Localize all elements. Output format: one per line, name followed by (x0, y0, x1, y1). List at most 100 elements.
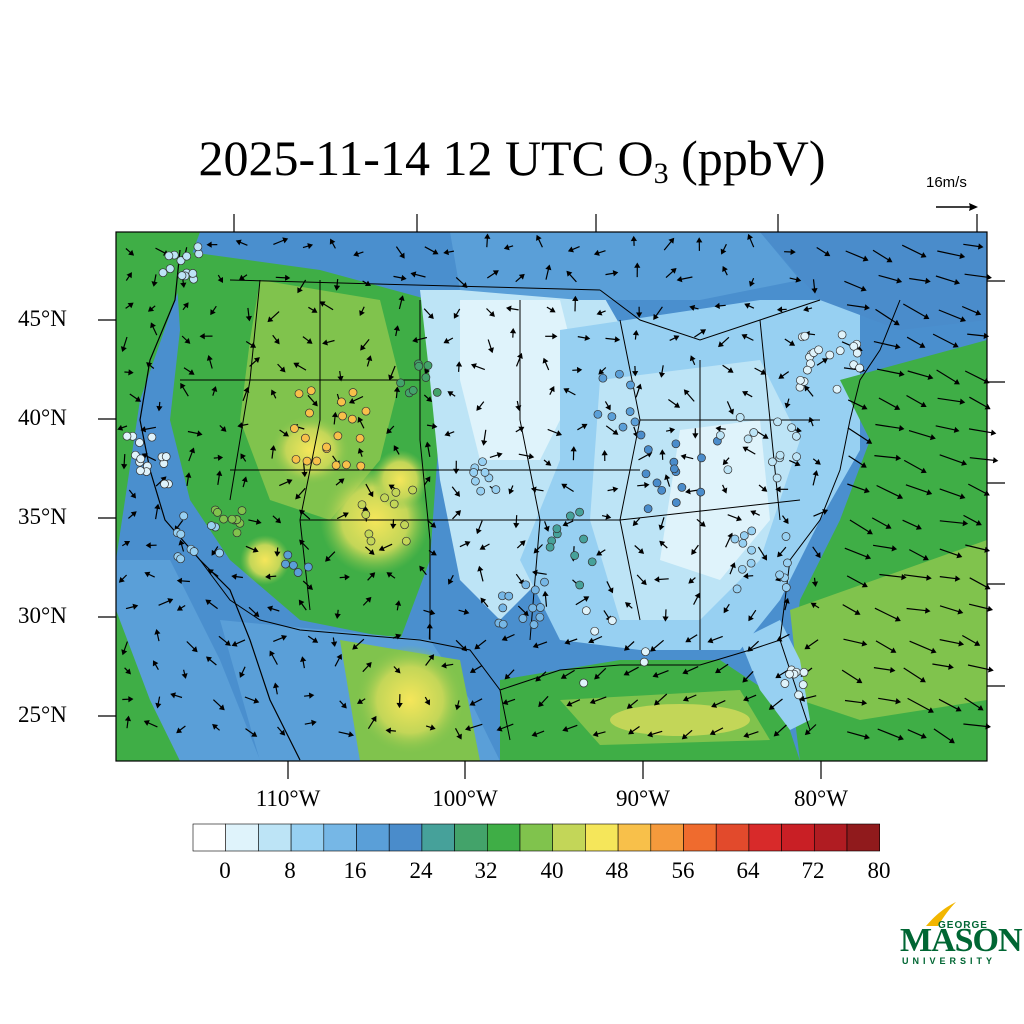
station-marker (389, 499, 399, 509)
station-marker (476, 486, 486, 496)
wind-arrow (844, 280, 864, 290)
wind-arrow (694, 331, 703, 338)
wind-arrow-head (776, 635, 783, 642)
wind-arrow-head (474, 643, 481, 650)
wind-arrow (747, 731, 759, 736)
wind-arrow-head (530, 486, 537, 493)
wind-arrow-head (654, 699, 661, 706)
wind-arrow-head (959, 316, 966, 322)
wind-arrow-head (532, 569, 538, 576)
wind-arrow (633, 426, 637, 434)
wind-arrow (455, 639, 465, 649)
station-marker (529, 620, 539, 629)
wind-arrow (500, 723, 514, 730)
wind-arrow-head (625, 602, 632, 608)
wind-arrow-head (650, 645, 657, 652)
wind-arrow (722, 364, 731, 371)
wind-arrow (235, 575, 243, 579)
wind-arrow (720, 336, 730, 345)
wind-arrow (909, 640, 934, 652)
wind-arrow (813, 511, 825, 517)
wind-arrow (968, 603, 990, 610)
wind-arrow (686, 694, 697, 700)
reference-vector-label: 16m/s (926, 174, 967, 191)
wind-arrow-head (659, 540, 666, 547)
wind-arrow-head (489, 311, 495, 317)
wind-arrow-head (390, 523, 397, 530)
wind-arrow-head (503, 244, 510, 251)
station-marker (570, 551, 580, 560)
wind-arrow-head (393, 325, 400, 331)
wind-arrow (848, 455, 864, 466)
wind-arrow-head (341, 702, 347, 709)
wind-arrow (725, 603, 730, 610)
station-marker (480, 468, 490, 477)
wind-arrow-head (496, 452, 503, 458)
wind-arrow-head (720, 248, 727, 255)
station-marker (800, 331, 810, 341)
wind-arrow (665, 270, 674, 279)
wind-arrow (722, 243, 727, 252)
wind-arrow-head (535, 234, 542, 241)
wind-arrow-head (953, 378, 960, 385)
wind-arrow (472, 698, 483, 705)
wind-arrow-head (977, 243, 984, 250)
wind-arrow-head (542, 590, 549, 597)
wind-arrow-head (334, 613, 341, 619)
station-marker (794, 690, 803, 700)
wind-arrow-head (176, 577, 183, 585)
wind-arrow-head (614, 336, 621, 343)
wind-arrow (452, 512, 459, 520)
station-marker (504, 591, 514, 601)
wind-arrow (210, 571, 219, 577)
wind-arrow (272, 515, 279, 521)
wind-arrow-head (747, 233, 753, 240)
wind-arrow (505, 633, 515, 640)
wind-arrow (565, 520, 574, 525)
wind-arrow (718, 304, 726, 307)
wind-arrow-head (205, 599, 212, 606)
wind-arrow-head (293, 362, 300, 369)
wind-arrow (969, 457, 995, 461)
wind-arrow-head (385, 727, 391, 734)
map-title: 2025-11-14 12 UTC O3 (ppbV) (0, 128, 1024, 204)
wind-arrow-head (584, 334, 591, 341)
station-marker (219, 514, 228, 524)
wind-arrow (696, 518, 703, 525)
wind-arrow-head (804, 385, 810, 392)
wind-arrow-head (691, 548, 697, 555)
colorbar-swatch (683, 823, 717, 852)
wind-arrow (389, 574, 396, 579)
wind-arrow (449, 574, 454, 582)
station-marker (342, 460, 351, 470)
wind-arrow (842, 604, 858, 614)
wind-arrow-head (893, 319, 900, 326)
wind-arrow-head (959, 398, 966, 405)
wind-arrow-head (861, 404, 868, 410)
wind-arrow (846, 575, 865, 586)
wind-arrow-head (638, 548, 645, 554)
wind-arrow-head (366, 355, 373, 362)
station-marker (333, 431, 343, 441)
wind-arrow-head (419, 565, 425, 572)
station-marker (213, 508, 222, 517)
wind-arrow-head (727, 367, 734, 373)
wind-arrow-head (155, 702, 162, 709)
wind-arrow (333, 415, 336, 425)
wind-arrow-head (307, 243, 314, 250)
wind-arrow (806, 388, 814, 397)
wind-arrow-head (589, 698, 596, 705)
wind-arrow (605, 425, 616, 433)
wind-arrow (339, 700, 345, 706)
wind-arrow (906, 607, 927, 612)
wind-arrow-head (431, 422, 438, 430)
wind-arrow-head (393, 386, 401, 393)
wind-arrow-head (920, 252, 927, 258)
wind-arrow (903, 459, 924, 472)
wind-arrow (816, 359, 825, 366)
wind-arrow (603, 610, 610, 619)
station-marker (739, 531, 749, 540)
wind-arrow-head (920, 732, 927, 739)
wind-arrow (607, 488, 615, 492)
wind-arrow (362, 599, 369, 606)
